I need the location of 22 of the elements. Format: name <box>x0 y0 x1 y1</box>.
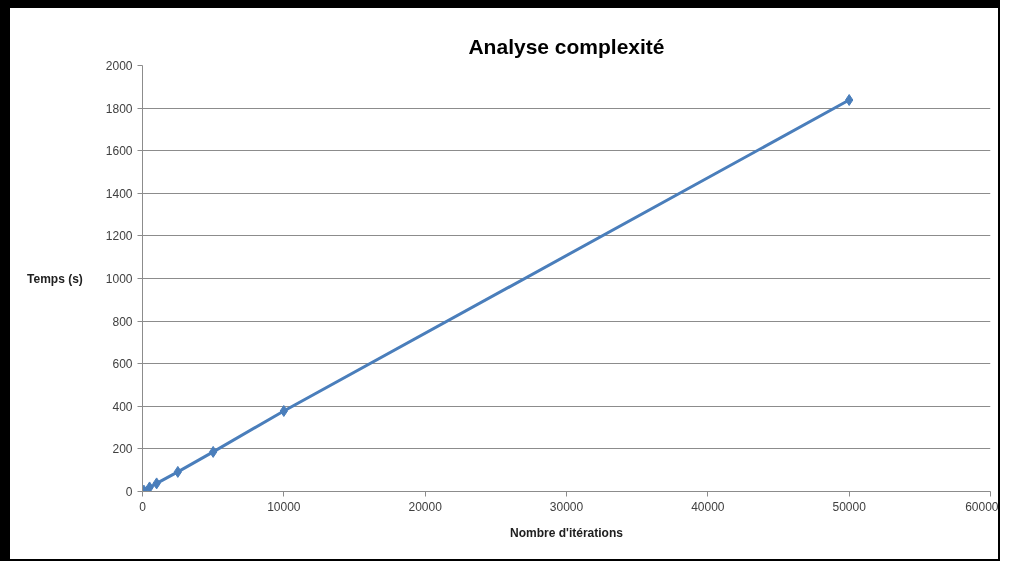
y-tick-label: 1600 <box>105 144 133 159</box>
x-tick-label: 40000 <box>691 499 725 514</box>
y-tick-label: 1200 <box>105 229 133 244</box>
x-tick-label: 50000 <box>832 499 867 514</box>
y-axis-title: Temps (s) <box>27 271 83 286</box>
chart-title: Analyse complexité <box>468 34 665 58</box>
x-axis-title: Nombre d'itérations <box>510 525 624 540</box>
y-tick-label: 2000 <box>105 59 133 73</box>
x-tick-label: 20000 <box>408 499 443 514</box>
x-tick-label: 10000 <box>267 499 301 514</box>
y-tick-label: 1800 <box>105 101 133 116</box>
y-tick-label: 1000 <box>105 272 133 286</box>
y-tick-label: 400 <box>112 399 133 414</box>
x-tick-label: 60000 <box>965 499 999 514</box>
point <box>145 481 154 492</box>
y-tick-label: 0 <box>125 485 133 499</box>
y-tick-label: 200 <box>112 442 133 457</box>
y-tick-label: 600 <box>112 357 133 372</box>
y-tick-label: 800 <box>112 314 133 329</box>
y-tick-label: 1400 <box>105 186 133 201</box>
x-tick-label: 0 <box>139 499 147 514</box>
x-tick-label: 30000 <box>549 499 584 514</box>
